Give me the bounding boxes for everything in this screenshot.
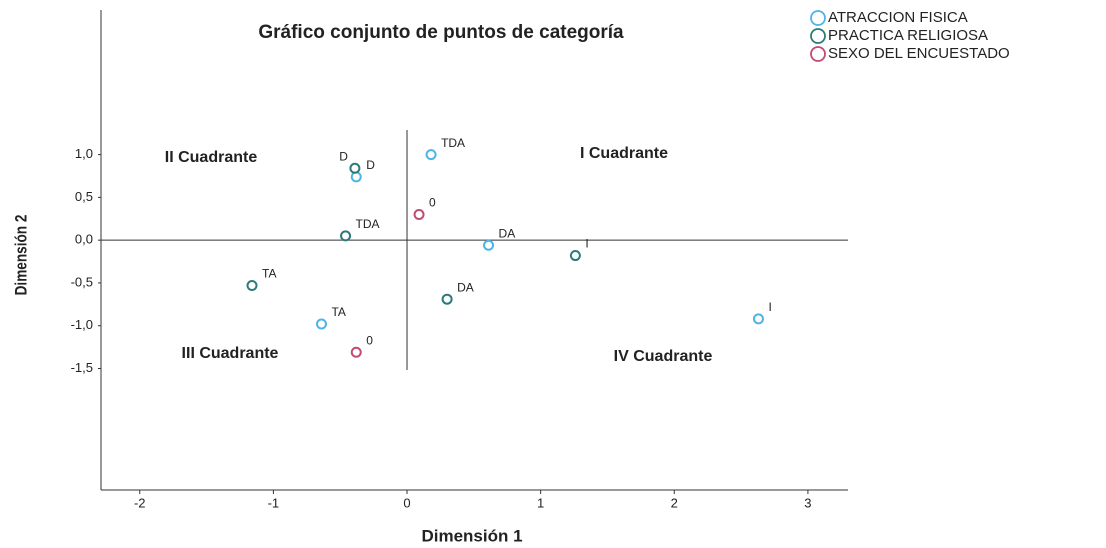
legend-marker <box>810 28 826 44</box>
y-tick-label: -1,5 <box>71 360 93 375</box>
x-tick-label: -2 <box>134 495 146 510</box>
point-label: TDA <box>441 136 465 150</box>
y-tick-label: -0,5 <box>71 274 93 289</box>
annotation: I Cuadrante <box>580 145 668 162</box>
y-tick-label: 0,5 <box>75 189 93 204</box>
point-label: TDA <box>356 217 380 231</box>
x-tick-label: 0 <box>403 495 410 510</box>
legend-label: SEXO DEL ENCUESTADO <box>828 45 1010 62</box>
annotation: III Cuadrante <box>182 345 279 362</box>
x-tick-label: 1 <box>537 495 544 510</box>
x-tick-label: 3 <box>804 495 811 510</box>
point <box>349 162 361 174</box>
legend-label: PRACTICA RELIGIOSA <box>828 27 988 44</box>
point-label: D <box>339 149 348 163</box>
y-tick-label: 0,0 <box>75 232 93 247</box>
point <box>569 250 581 262</box>
x-tick-label: -1 <box>268 495 280 510</box>
point <box>350 171 362 183</box>
point <box>483 239 495 251</box>
point <box>315 318 327 330</box>
point-label: DA <box>499 226 516 240</box>
point <box>413 208 425 220</box>
point-label: 0 <box>366 333 373 347</box>
legend-marker <box>810 10 826 26</box>
point <box>425 149 437 161</box>
annotation: II Cuadrante <box>165 149 258 166</box>
point <box>246 280 258 292</box>
y-axis-label: Dimensión 2 <box>12 215 31 296</box>
point <box>340 230 352 242</box>
point <box>752 313 764 325</box>
point-label: DA <box>457 280 474 294</box>
chart-title: Gráfico conjunto de puntos de categoría <box>258 22 624 43</box>
y-tick-label: -1,0 <box>71 317 93 332</box>
point <box>350 346 362 358</box>
annotation: IV Cuadrante <box>614 348 713 365</box>
point-label: 0 <box>429 196 436 210</box>
point <box>441 293 453 305</box>
point-label: I <box>768 300 771 314</box>
point-label: D <box>366 158 375 172</box>
point-label: TA <box>262 267 276 281</box>
y-tick-label: 1,0 <box>75 146 93 161</box>
x-axis-label: Dimensión 1 <box>421 526 522 545</box>
x-tick-label: 2 <box>671 495 678 510</box>
point-label: TA <box>331 305 345 319</box>
point-label: I <box>585 237 588 251</box>
legend-marker <box>810 46 826 62</box>
legend-label: ATRACCION FISICA <box>828 9 968 26</box>
